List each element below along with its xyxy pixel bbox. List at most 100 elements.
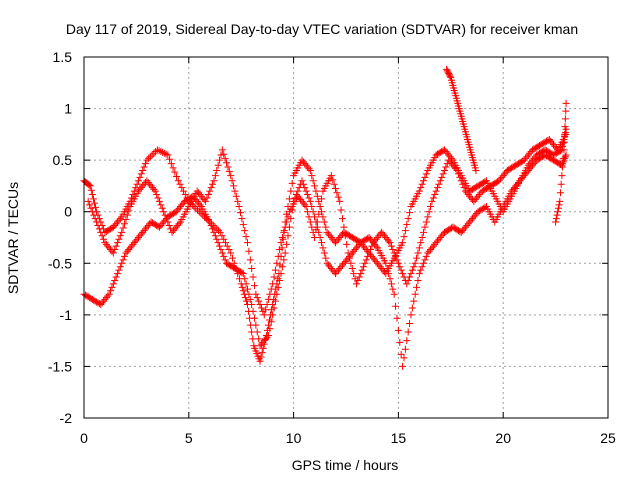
data-point-marker (280, 256, 288, 264)
data-point-marker (204, 191, 212, 199)
data-point-marker (262, 306, 270, 314)
data-point-marker (210, 228, 218, 236)
data-point-marker (249, 335, 257, 343)
data-point-marker (396, 263, 404, 271)
data-point-marker (220, 235, 228, 243)
data-point-marker (157, 148, 165, 156)
data-point-marker (420, 228, 428, 236)
data-point-marker (151, 187, 159, 195)
data-point-marker (228, 177, 236, 185)
data-point-marker (162, 150, 170, 158)
data-point-marker (315, 210, 323, 218)
data-point-marker (401, 345, 409, 353)
data-point-marker (385, 270, 393, 278)
data-point-marker (148, 151, 156, 159)
data-point-marker (194, 206, 202, 214)
data-point-marker (415, 244, 423, 252)
data-point-marker (308, 223, 316, 231)
data-point-marker (206, 187, 214, 195)
data-point-marker (446, 72, 454, 80)
data-point-marker (241, 294, 249, 302)
data-point-marker (552, 215, 560, 223)
data-point-marker (197, 209, 205, 217)
data-point-marker (288, 179, 296, 187)
data-point-marker (231, 187, 239, 195)
data-point-marker (134, 177, 142, 185)
data-point-marker (460, 184, 468, 192)
data-point-marker (562, 99, 570, 107)
data-point-marker (225, 167, 233, 175)
data-point-marker (158, 204, 166, 212)
data-point-marker (258, 349, 266, 357)
data-point-marker (343, 240, 351, 248)
data-point-marker (283, 240, 291, 248)
data-point-marker (90, 199, 98, 207)
data-point-marker (216, 156, 224, 164)
data-point-marker (116, 263, 124, 271)
data-point-marker (414, 249, 422, 257)
data-point-marker (304, 191, 312, 199)
y-axis-label: SDTVAR / TECUs (5, 182, 21, 294)
data-point-marker (119, 224, 127, 232)
data-point-marker (431, 191, 439, 199)
data-point-marker (362, 256, 370, 264)
data-point-marker (252, 290, 260, 298)
data-point-marker (422, 170, 430, 178)
data-point-marker (319, 244, 327, 252)
data-point-marker (394, 259, 402, 267)
data-point-marker (257, 353, 265, 361)
data-point-marker (118, 259, 126, 267)
ticks-layer: 0 5 10 15 20 25 1.5 1 0.5 0 -0.5 -1 -1.5 -2 (48, 49, 616, 446)
data-point-marker (243, 285, 251, 293)
data-point-marker (401, 227, 409, 235)
data-point-marker (116, 215, 124, 223)
data-point-marker (366, 246, 374, 254)
data-point-marker (84, 197, 92, 205)
data-point-marker (352, 280, 360, 288)
data-point-marker (392, 252, 400, 260)
data-point-marker (100, 235, 108, 243)
x-tick-label: 25 (600, 430, 616, 446)
data-point-marker (345, 254, 353, 262)
data-point-marker (125, 207, 133, 215)
data-point-marker (281, 249, 289, 257)
data-point-marker (230, 182, 238, 190)
data-point-marker (428, 197, 436, 205)
data-point-marker (344, 249, 352, 257)
data-point-marker (111, 246, 119, 254)
data-point-marker (560, 156, 568, 164)
data-point-marker (274, 283, 282, 291)
data-point-marker (249, 307, 257, 315)
data-point-marker (225, 246, 233, 254)
data-point-marker (218, 249, 226, 257)
data-point-marker (248, 264, 256, 272)
data-point-marker (285, 195, 293, 203)
data-point-marker (385, 237, 393, 245)
data-point-marker (322, 254, 330, 262)
data-point-marker (418, 180, 426, 188)
data-point-marker (266, 325, 274, 333)
data-point-marker (559, 154, 567, 162)
data-point-marker (245, 290, 253, 298)
data-point-marker (561, 123, 569, 131)
data-points-layer (80, 65, 570, 370)
x-tick-label: 0 (80, 430, 88, 446)
data-point-marker (354, 276, 362, 284)
data-point-marker (119, 256, 127, 264)
data-point-marker (327, 172, 335, 180)
data-point-marker (394, 326, 402, 334)
data-point-marker (88, 208, 96, 216)
data-point-marker (420, 259, 428, 267)
data-point-marker (312, 187, 320, 195)
data-point-marker (234, 197, 242, 205)
data-point-marker (560, 138, 568, 146)
data-point-marker (298, 177, 306, 185)
data-point-marker (86, 182, 94, 190)
data-point-marker (320, 249, 328, 257)
data-point-marker (196, 201, 204, 209)
data-point-marker (111, 276, 119, 284)
data-point-marker (554, 204, 562, 212)
data-point-marker (454, 170, 462, 178)
data-point-marker (422, 252, 430, 260)
data-point-marker (269, 280, 277, 288)
